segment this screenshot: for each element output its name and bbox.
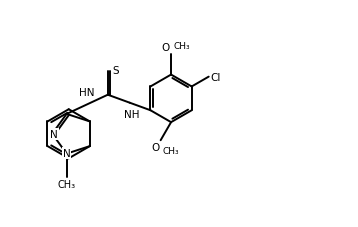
Text: N: N (50, 129, 58, 139)
Text: CH₃: CH₃ (163, 147, 179, 155)
Text: S: S (112, 65, 119, 75)
Text: CH₃: CH₃ (58, 179, 76, 189)
Text: N: N (63, 148, 71, 158)
Text: HN: HN (79, 87, 95, 97)
Text: O: O (162, 43, 170, 53)
Text: CH₃: CH₃ (173, 42, 190, 51)
Text: O: O (151, 142, 159, 152)
Text: NH: NH (124, 110, 139, 120)
Text: Cl: Cl (210, 72, 221, 82)
